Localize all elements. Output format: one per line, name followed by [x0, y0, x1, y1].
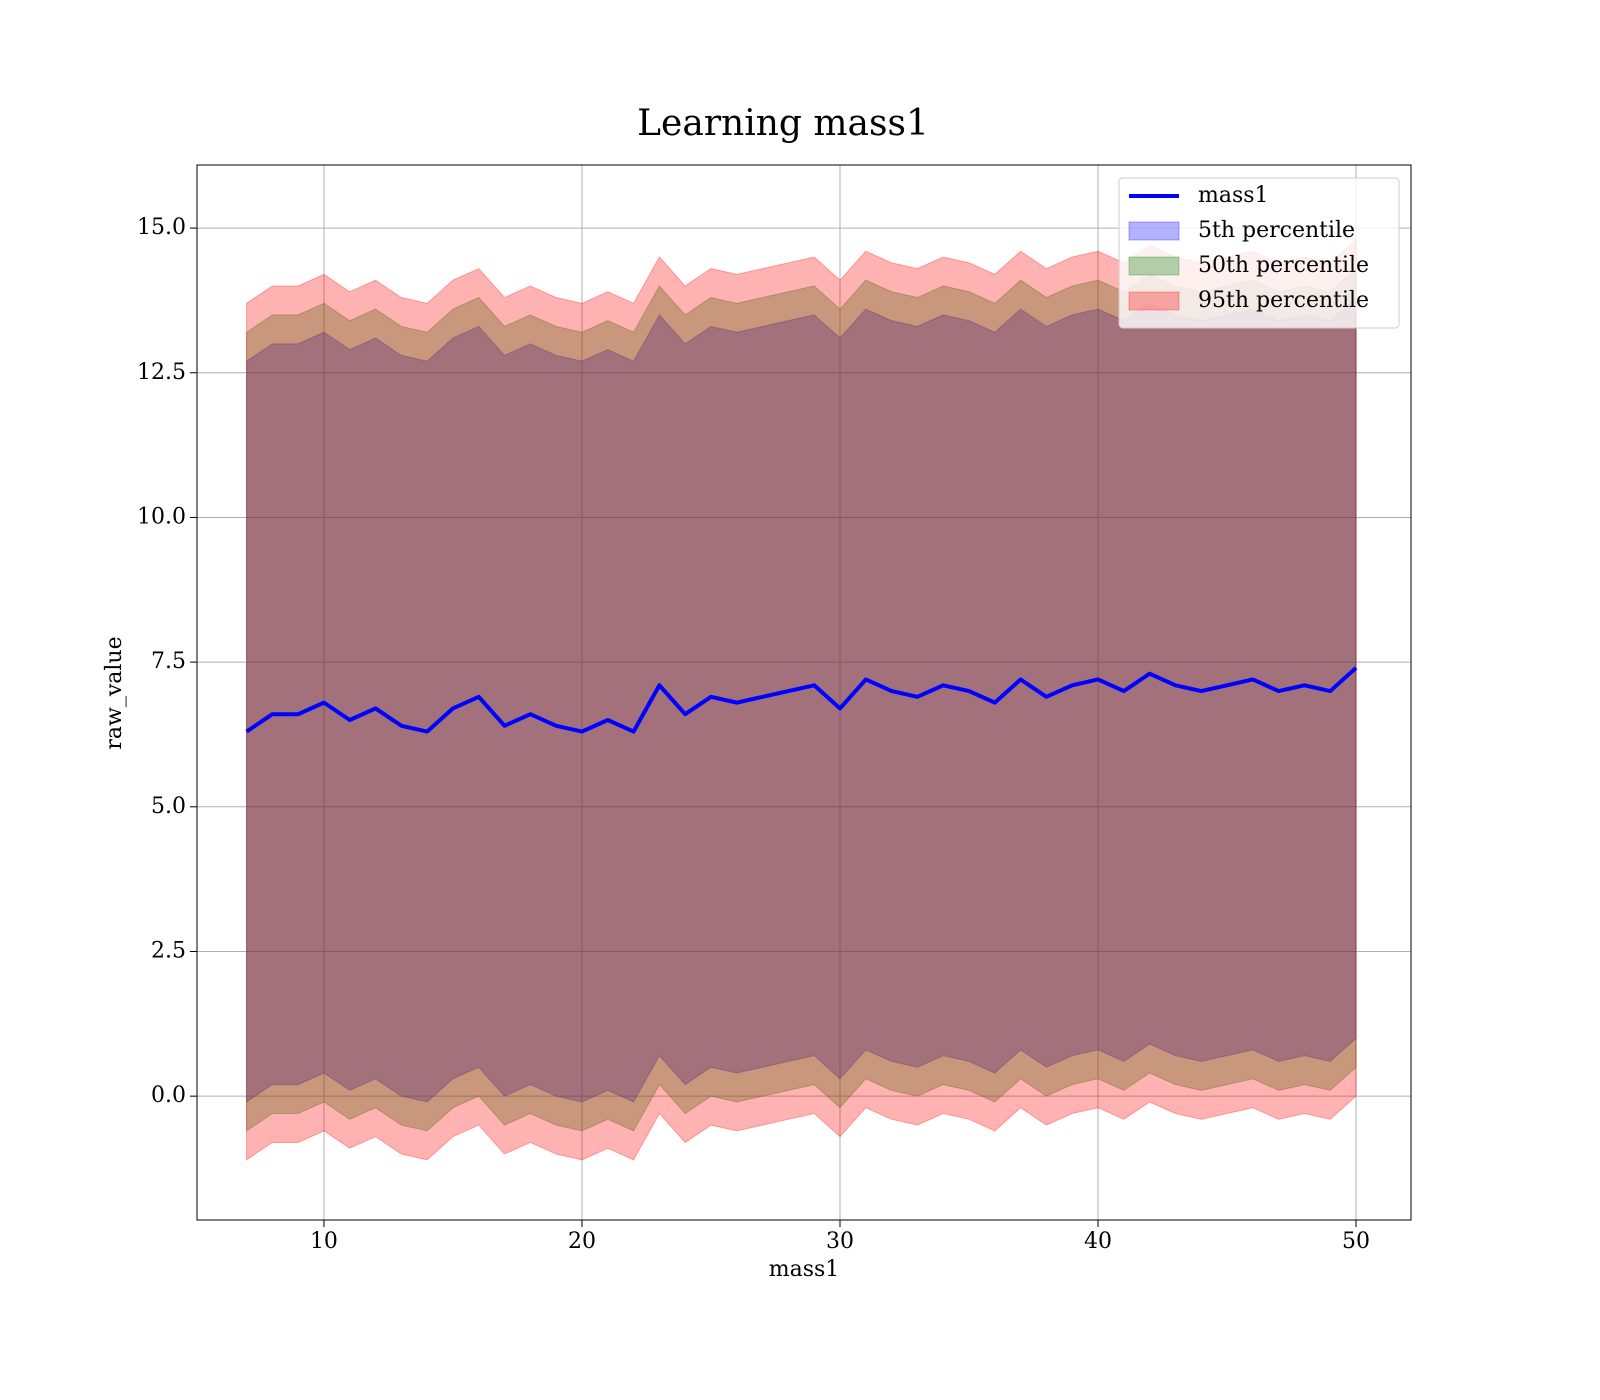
legend-label: 95th percentile — [1198, 288, 1369, 313]
series-line — [245, 666, 1358, 734]
percentile-band — [246, 238, 1357, 1161]
plot-frame — [196, 164, 1412, 1221]
legend-box — [1118, 177, 1400, 329]
y-tick-label: 7.5 — [151, 649, 186, 674]
x-tick-label: 20 — [568, 1229, 596, 1254]
x-tick-label: 30 — [826, 1229, 854, 1254]
y-tick-label: 15.0 — [137, 215, 186, 240]
legend-label: mass1 — [1198, 183, 1269, 208]
chart-title: Learning mass1 — [637, 103, 929, 144]
x-tick-label: 40 — [1084, 1229, 1112, 1254]
y-tick-label: 5.0 — [151, 794, 186, 819]
percentile-band — [246, 296, 1357, 1103]
legend-swatch — [1128, 291, 1180, 311]
y-tick-label: 10.0 — [137, 504, 186, 529]
percentile-band — [246, 267, 1357, 1132]
y-axis-label: raw_value — [102, 636, 127, 749]
legend-swatch — [1128, 221, 1180, 241]
x-tick-label: 50 — [1342, 1229, 1370, 1254]
legend-label: 5th percentile — [1198, 218, 1355, 243]
y-tick-label: 12.5 — [137, 360, 186, 385]
legend-swatch — [1128, 256, 1180, 276]
x-axis-label: mass1 — [769, 1257, 840, 1282]
x-tick-label: 10 — [310, 1229, 338, 1254]
y-tick-label: 0.0 — [151, 1083, 186, 1108]
legend-label: 50th percentile — [1198, 253, 1369, 278]
y-tick-label: 2.5 — [151, 938, 186, 963]
